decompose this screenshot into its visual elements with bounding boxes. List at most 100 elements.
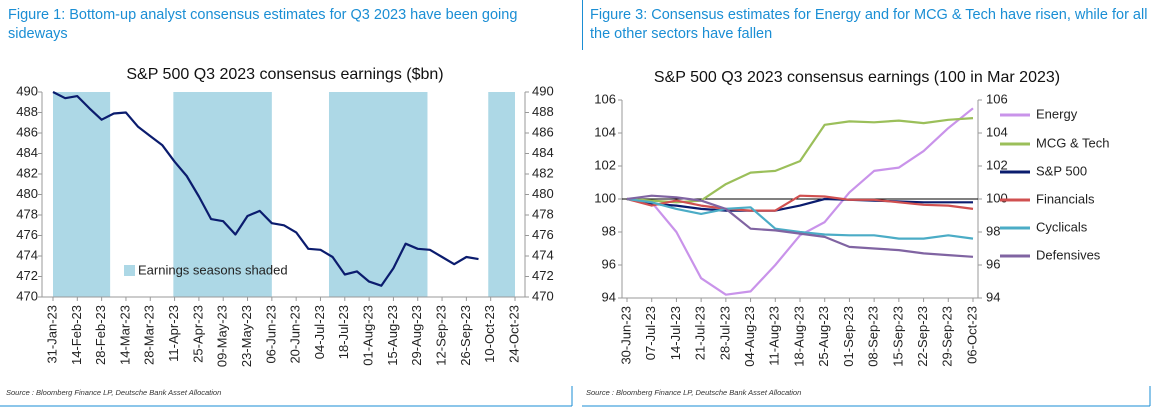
y-tick-label: 470 <box>16 288 38 303</box>
x-tick-label: 28-Feb-23 <box>93 305 108 365</box>
caption: Figure 3: Consensus estimates for Energy… <box>590 7 1148 42</box>
y-tick-label: 104 <box>594 124 616 139</box>
y2-tick-label: 470 <box>532 288 554 303</box>
y-tick-label: 474 <box>16 247 38 262</box>
x-tick-label: 29-Aug-23 <box>409 305 424 366</box>
y2-tick-label: 106 <box>986 91 1008 106</box>
legend-swatch <box>124 265 135 276</box>
y2-tick-label: 94 <box>986 289 1000 304</box>
y2-tick-label: 482 <box>532 165 554 180</box>
y-tick-label: 96 <box>602 256 616 271</box>
y2-tick-label: 478 <box>532 206 554 221</box>
y2-tick-label: 488 <box>532 104 554 119</box>
y-tick-label: 486 <box>16 124 38 139</box>
line <box>626 117 974 204</box>
x-tick-label: 14-Feb-23 <box>69 305 84 365</box>
x-tick-label: 31-Jan-23 <box>44 305 59 364</box>
x-tick-label: 18-Jul-23 <box>336 305 351 359</box>
y2-tick-label: 484 <box>532 145 554 160</box>
x-tick-label: 09-May-23 <box>215 305 230 367</box>
x-tick-label: 22-Sep-23 <box>915 306 930 367</box>
y-tick-label: 476 <box>16 227 38 242</box>
y2-tick-label: 480 <box>532 186 554 201</box>
y-tick-label: 488 <box>16 104 38 119</box>
x-tick-label: 15-Aug-23 <box>385 305 400 366</box>
x-tick-label: 18-Aug-23 <box>791 306 806 367</box>
legend-label: Financials <box>1036 191 1095 206</box>
y-tick-label: 478 <box>16 206 38 221</box>
y-tick-label: 472 <box>16 268 38 283</box>
x-tick-label: 23-May-23 <box>239 305 254 367</box>
source: Source : Bloomberg Finance LP, Deutsche … <box>586 388 801 397</box>
chart-title: S&P 500 Q3 2023 consensus earnings (100 … <box>654 69 1060 86</box>
y-tick-label: 480 <box>16 186 38 201</box>
y2-tick-label: 472 <box>532 268 554 283</box>
y-tick-label: 484 <box>16 145 38 160</box>
y-tick-label: 94 <box>602 289 616 304</box>
line <box>626 194 974 258</box>
x-tick-label: 04-Aug-23 <box>742 306 757 367</box>
y2-tick-label: 102 <box>986 157 1008 172</box>
x-tick-label: 14-Jul-23 <box>668 306 683 360</box>
y2-tick-label: 476 <box>532 227 554 242</box>
legend-label: MCG & Tech <box>1036 135 1109 150</box>
line <box>626 197 973 212</box>
y2-tick-label: 474 <box>532 247 554 262</box>
x-tick-label: 06-Oct-23 <box>964 306 979 364</box>
x-tick-label: 10-Oct-23 <box>482 305 497 363</box>
x-tick-label: 06-Jun-23 <box>263 305 278 364</box>
legend-label: S&P 500 <box>1036 163 1087 178</box>
legend-label: Energy <box>1036 106 1078 121</box>
x-tick-label: 26-Sep-23 <box>458 305 473 366</box>
x-tick-label: 01-Sep-23 <box>841 306 856 367</box>
caption: Figure 1: Bottom-up analyst consensus es… <box>8 7 518 42</box>
shaded-region <box>328 92 428 297</box>
y2-tick-label: 100 <box>986 190 1008 205</box>
y2-tick-label: 98 <box>986 223 1000 238</box>
line <box>52 91 479 287</box>
x-tick-label: 20-Jun-23 <box>288 305 303 364</box>
x-tick-label: 07-Jul-23 <box>643 306 658 360</box>
shaded-region <box>173 92 272 297</box>
legend-label: Earnings seasons shaded <box>138 262 288 277</box>
chart-title: S&P 500 Q3 2023 consensus earnings ($bn) <box>126 66 443 83</box>
panel-1: Figure 1: Bottom-up analyst consensus es… <box>0 7 573 407</box>
x-tick-label: 29-Sep-23 <box>940 306 955 367</box>
x-tick-label: 11-Aug-23 <box>767 306 782 366</box>
source: Source : Bloomberg Finance LP, Deutsche … <box>6 388 221 397</box>
x-tick-label: 30-Jun-23 <box>618 306 633 365</box>
line <box>626 107 974 296</box>
shaded-region <box>53 92 111 297</box>
chart: S&P 500 Q3 2023 consensus earnings (100 … <box>582 0 1151 407</box>
x-tick-label: 01-Aug-23 <box>361 305 376 366</box>
x-tick-label: 21-Jul-23 <box>693 306 708 360</box>
x-tick-label: 12-Sep-23 <box>433 305 448 366</box>
chart: S&P 500 Q3 2023 consensus earnings ($bn)… <box>0 66 573 407</box>
y-tick-label: 106 <box>594 91 616 106</box>
x-tick-label: 25-Apr-23 <box>190 305 205 363</box>
x-tick-label: 24-Oct-23 <box>506 305 521 363</box>
y-tick-label: 102 <box>594 157 616 172</box>
x-tick-label: 28-Jul-23 <box>717 306 732 360</box>
x-tick-label: 11-Apr-23 <box>166 305 181 362</box>
y-tick-label: 490 <box>16 83 38 98</box>
x-tick-label: 15-Sep-23 <box>890 306 905 367</box>
y-tick-label: 100 <box>594 190 616 205</box>
y-tick-label: 482 <box>16 165 38 180</box>
y-tick-label: 98 <box>602 223 616 238</box>
y2-tick-label: 104 <box>986 124 1008 139</box>
x-tick-label: 28-Mar-23 <box>142 305 157 365</box>
x-tick-label: 14-Mar-23 <box>117 305 132 365</box>
x-tick-label: 25-Aug-23 <box>816 306 831 367</box>
y2-tick-label: 490 <box>532 83 554 98</box>
legend-label: Defensives <box>1036 247 1101 262</box>
panel-2: Figure 3: Consensus estimates for Energy… <box>582 0 1153 413</box>
x-tick-label: 04-Jul-23 <box>312 305 327 359</box>
legend-label: Cyclicals <box>1036 219 1088 234</box>
y2-tick-label: 486 <box>532 124 554 139</box>
shaded-region <box>488 92 515 297</box>
line <box>626 194 974 212</box>
line <box>626 197 974 240</box>
y2-tick-label: 96 <box>986 256 1000 271</box>
